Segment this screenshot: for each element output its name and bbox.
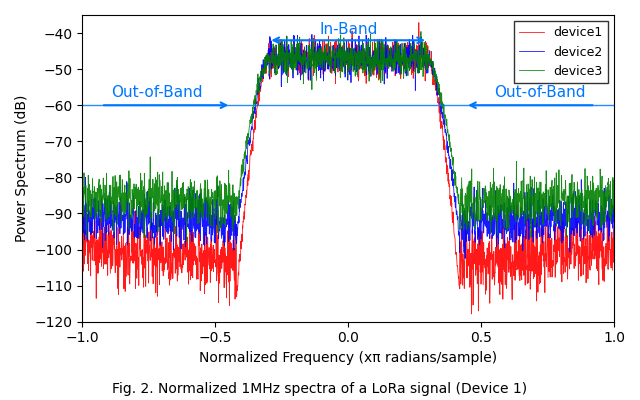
device3 [595,188,603,193]
device3 [610,178,618,183]
device1 [337,49,345,54]
device2 [498,224,506,228]
device3 [498,213,506,218]
device2 [461,256,469,261]
device2 [595,210,603,214]
device3 [79,203,86,208]
device2 [337,56,345,61]
device1 [595,282,603,287]
Text: Out-of-Band: Out-of-Band [494,85,586,100]
Legend: device1, device2, device3: device1, device2, device3 [513,21,608,83]
Text: Fig. 2. Normalized 1MHz spectra of a LoRa signal (Device 1): Fig. 2. Normalized 1MHz spectra of a LoR… [113,382,527,396]
device2 [610,236,618,241]
device2 [106,221,113,226]
device1 [595,231,603,236]
device3 [595,195,603,200]
Y-axis label: Power Spectrum (dB): Power Spectrum (dB) [15,95,29,242]
device1 [415,20,422,25]
Text: In-Band: In-Band [319,22,378,37]
device2 [323,54,331,59]
device1 [468,312,476,316]
device1 [106,233,113,238]
device2 [79,207,86,212]
Line: device2: device2 [83,34,614,258]
device1 [79,220,86,225]
device1 [498,246,506,251]
Line: device1: device1 [83,22,614,314]
device3 [323,59,331,64]
X-axis label: Normalized Frequency (xπ radians/sample): Normalized Frequency (xπ radians/sample) [199,351,497,365]
device3 [183,239,191,244]
device1 [323,55,331,60]
device3 [417,29,425,34]
device2 [595,228,603,233]
Text: Out-of-Band: Out-of-Band [111,85,203,100]
device3 [337,61,345,66]
device2 [308,32,316,37]
device3 [106,214,113,218]
Line: device3: device3 [83,32,614,242]
device1 [610,222,618,227]
